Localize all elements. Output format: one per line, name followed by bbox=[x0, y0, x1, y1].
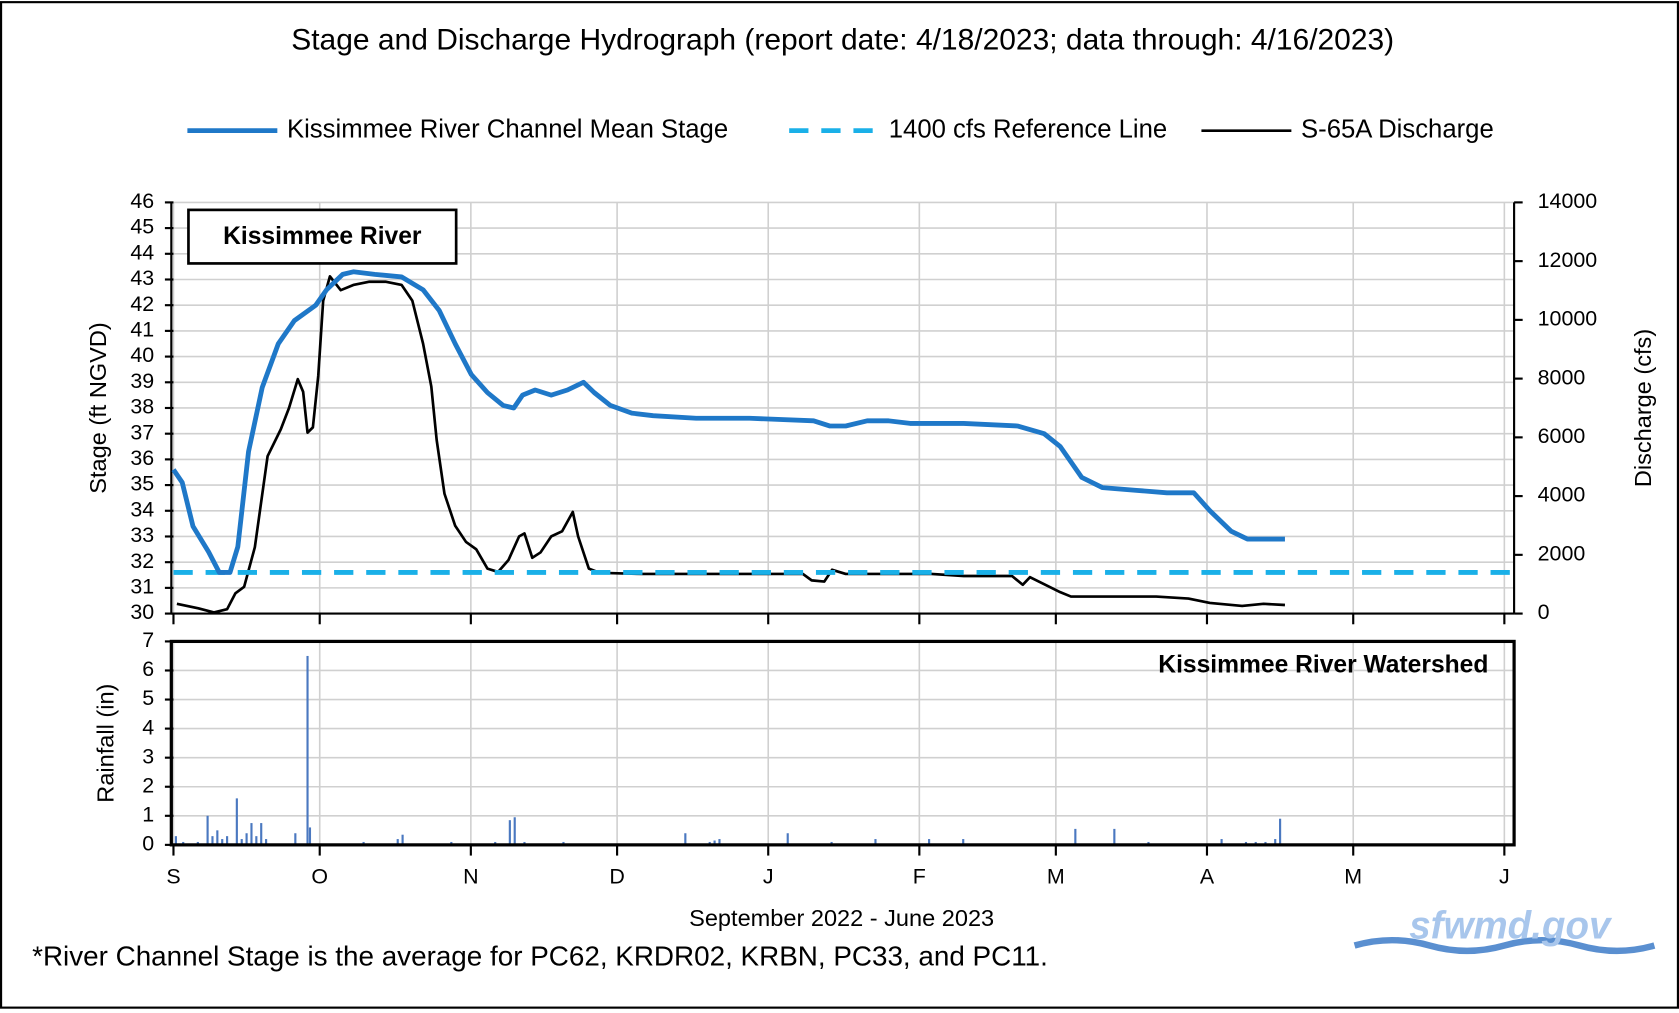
y-tick-label: 40 bbox=[130, 343, 154, 367]
bar bbox=[874, 839, 877, 845]
bar bbox=[1220, 839, 1223, 845]
line-series bbox=[171, 269, 1285, 575]
y2-tick-label: 6000 bbox=[1538, 424, 1586, 448]
y-tick-label: 45 bbox=[130, 215, 154, 239]
annotation: Kissimmee River bbox=[223, 223, 422, 250]
y-tick-label: 46 bbox=[130, 189, 154, 213]
bar bbox=[508, 820, 511, 845]
bar bbox=[250, 823, 253, 845]
y-tick-label: 30 bbox=[130, 600, 154, 624]
plot-layer: 3031323334353637383940414243444546Stage … bbox=[85, 115, 1656, 931]
plot-frame bbox=[169, 639, 1516, 847]
y-tick-label: 0 bbox=[142, 832, 154, 856]
chart-title: Stage and Discharge Hydrograph (report d… bbox=[291, 24, 1394, 57]
y2-axis-label: Discharge (cfs) bbox=[1630, 329, 1656, 487]
bar bbox=[1074, 828, 1077, 845]
y-tick-label: 31 bbox=[130, 575, 154, 599]
bar bbox=[962, 839, 965, 845]
y2-tick-label: 10000 bbox=[1538, 307, 1598, 331]
y-tick-label: 41 bbox=[130, 318, 154, 342]
bar bbox=[226, 836, 229, 845]
y2-tick-label: 4000 bbox=[1538, 483, 1586, 507]
x-tick-label: M bbox=[1047, 865, 1065, 889]
x-tick-label: J bbox=[1499, 865, 1510, 889]
bar bbox=[713, 840, 716, 845]
bar bbox=[221, 839, 224, 845]
y-tick-label: 32 bbox=[130, 549, 154, 573]
bar bbox=[240, 839, 243, 845]
legend-label: 1400 cfs Reference Line bbox=[889, 115, 1167, 143]
x-axis-label: September 2022 - June 2023 bbox=[689, 905, 994, 931]
bar bbox=[1279, 818, 1282, 845]
footnote: *River Channel Stage is the average for … bbox=[32, 941, 1048, 972]
y-tick-label: 37 bbox=[130, 420, 154, 444]
bar bbox=[260, 823, 263, 845]
y-tick-label: 43 bbox=[130, 266, 154, 290]
x-tick-label: J bbox=[763, 865, 774, 889]
y-tick-label: 6 bbox=[142, 657, 154, 681]
legend-label: Kissimmee River Channel Mean Stage bbox=[287, 115, 728, 143]
bar bbox=[401, 834, 404, 845]
bar bbox=[216, 830, 219, 845]
annotation-box bbox=[187, 208, 458, 265]
x-tick-label: M bbox=[1344, 865, 1362, 889]
x-tick-label: D bbox=[609, 865, 624, 889]
y-tick-label: 33 bbox=[130, 523, 154, 547]
y-tick-label: 35 bbox=[130, 472, 154, 496]
bar bbox=[245, 833, 248, 845]
y-axis-label: Stage (ft NGVD) bbox=[85, 322, 111, 493]
bar bbox=[211, 836, 214, 845]
y-tick-label: 3 bbox=[142, 744, 154, 768]
x-tick-label: O bbox=[311, 865, 328, 889]
bar bbox=[306, 655, 309, 845]
bar bbox=[718, 839, 721, 845]
y-tick-label: 4 bbox=[142, 715, 154, 739]
y-tick-label: 38 bbox=[130, 395, 154, 419]
y2-tick-label: 14000 bbox=[1538, 189, 1598, 213]
y-tick-label: 42 bbox=[130, 292, 154, 316]
y-tick-label: 36 bbox=[130, 446, 154, 470]
y-tick-label: 5 bbox=[142, 686, 154, 710]
annotation: Kissimmee River Watershed bbox=[1158, 652, 1488, 679]
y-tick-label: 34 bbox=[130, 497, 154, 521]
y-axis-label: Rainfall (in) bbox=[92, 684, 118, 803]
y2-tick-label: 0 bbox=[1538, 600, 1550, 624]
y-tick-label: 44 bbox=[130, 240, 154, 264]
y2-tick-label: 12000 bbox=[1538, 248, 1598, 272]
bar bbox=[1274, 839, 1277, 845]
y-tick-label: 2 bbox=[142, 773, 154, 797]
bar bbox=[396, 839, 399, 845]
bar bbox=[255, 836, 258, 845]
y-tick-label: 7 bbox=[142, 628, 154, 652]
bar bbox=[786, 833, 789, 845]
x-tick-label: N bbox=[463, 865, 478, 889]
y-tick-label: 39 bbox=[130, 369, 154, 393]
bar bbox=[294, 833, 297, 845]
bar bbox=[308, 827, 312, 845]
bar bbox=[174, 836, 177, 845]
x-tick-label: F bbox=[913, 865, 926, 889]
logo-wave bbox=[1353, 937, 1656, 955]
x-tick-label: S bbox=[166, 865, 180, 889]
logo: sfwmd.gov bbox=[1409, 905, 1613, 948]
bar bbox=[265, 839, 268, 845]
legend-label: S-65A Discharge bbox=[1301, 115, 1494, 143]
bar bbox=[235, 798, 238, 845]
x-tick-label: A bbox=[1200, 865, 1215, 889]
y2-tick-label: 2000 bbox=[1538, 541, 1586, 565]
bar bbox=[684, 833, 687, 845]
bar bbox=[206, 815, 209, 845]
bar bbox=[1113, 828, 1116, 845]
bar bbox=[928, 839, 931, 845]
y-tick-label: 1 bbox=[142, 802, 154, 826]
bar bbox=[513, 817, 516, 845]
y2-tick-label: 8000 bbox=[1538, 365, 1586, 389]
